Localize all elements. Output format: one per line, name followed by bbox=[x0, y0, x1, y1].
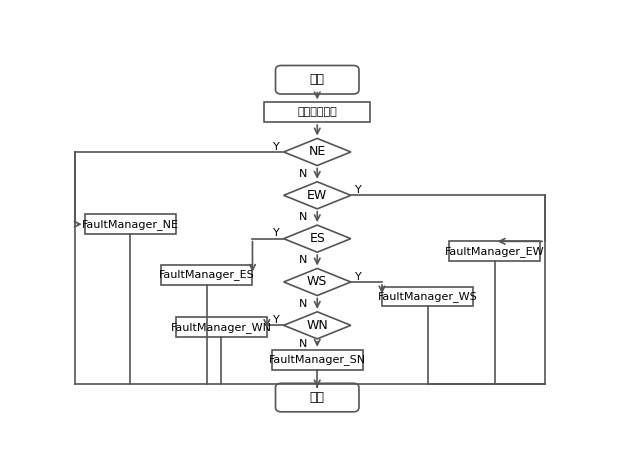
Text: NE: NE bbox=[309, 145, 326, 159]
Bar bbox=[176, 317, 267, 337]
Text: Y: Y bbox=[355, 185, 361, 195]
Text: FaultManager_WN: FaultManager_WN bbox=[171, 322, 272, 333]
Bar bbox=[162, 265, 253, 285]
Text: 开始: 开始 bbox=[310, 73, 325, 86]
Polygon shape bbox=[284, 268, 351, 295]
Text: 结束: 结束 bbox=[310, 391, 325, 404]
FancyBboxPatch shape bbox=[275, 66, 359, 94]
Text: N: N bbox=[298, 169, 307, 179]
Text: FaultManager_SN: FaultManager_SN bbox=[269, 354, 366, 365]
Text: WN: WN bbox=[306, 319, 328, 332]
Text: ES: ES bbox=[310, 232, 325, 245]
Text: WS: WS bbox=[307, 275, 327, 288]
Bar bbox=[85, 214, 176, 234]
Polygon shape bbox=[284, 138, 351, 166]
Polygon shape bbox=[284, 182, 351, 209]
Bar bbox=[382, 287, 473, 306]
Text: N: N bbox=[298, 212, 307, 222]
Text: FaultManager_WS: FaultManager_WS bbox=[378, 291, 477, 302]
Bar bbox=[264, 102, 370, 122]
Text: 划分相对位置: 划分相对位置 bbox=[297, 107, 337, 117]
Text: FaultManager_EW: FaultManager_EW bbox=[445, 246, 545, 257]
Text: FaultManager_ES: FaultManager_ES bbox=[159, 269, 255, 280]
Text: FaultManager_NE: FaultManager_NE bbox=[82, 219, 179, 230]
Text: EW: EW bbox=[307, 189, 327, 202]
Text: N: N bbox=[298, 339, 307, 349]
Text: N: N bbox=[298, 299, 307, 309]
Bar bbox=[449, 242, 540, 261]
Polygon shape bbox=[284, 225, 351, 252]
Text: Y: Y bbox=[273, 228, 280, 238]
Polygon shape bbox=[284, 312, 351, 339]
Bar bbox=[272, 350, 363, 370]
Text: Y: Y bbox=[355, 272, 361, 281]
Text: Y: Y bbox=[273, 142, 280, 151]
Text: N: N bbox=[298, 255, 307, 265]
FancyBboxPatch shape bbox=[275, 383, 359, 412]
Text: Y: Y bbox=[273, 315, 280, 325]
